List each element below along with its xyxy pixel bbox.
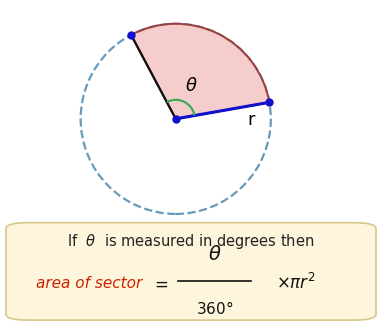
Text: If  $\theta$  is measured in degrees then: If $\theta$ is measured in degrees then [67,232,315,251]
FancyBboxPatch shape [6,223,376,320]
Text: $360°$: $360°$ [196,300,233,317]
Text: area of sector: area of sector [36,276,142,291]
Text: $=$: $=$ [151,274,169,292]
Text: $\theta$: $\theta$ [185,77,198,96]
Text: $\times \pi r^2$: $\times \pi r^2$ [276,273,316,293]
Wedge shape [131,24,269,119]
Text: r: r [247,111,255,128]
Text: $\theta$: $\theta$ [208,245,221,264]
